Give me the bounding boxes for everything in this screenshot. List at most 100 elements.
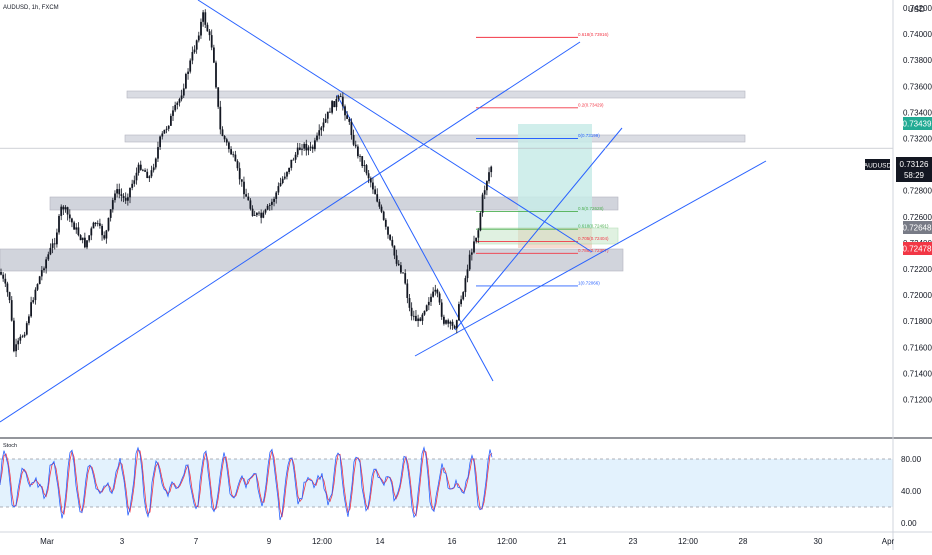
trendline-long-rising[interactable] [0, 41, 581, 423]
candle-body [277, 186, 280, 193]
candle-body [445, 320, 447, 324]
symbol-header: AUDUSD, 1h, FXCM [3, 5, 59, 11]
candle-body [40, 270, 43, 277]
candle-body [273, 198, 275, 202]
last-price-text: 0.73126 [900, 160, 929, 169]
candle-body [361, 156, 364, 166]
candle-body [341, 96, 344, 107]
candle-body [8, 292, 11, 301]
candle-body [406, 283, 409, 298]
stoch-band [0, 459, 893, 507]
time-axis-label: 16 [448, 537, 457, 546]
candle-body [19, 336, 22, 341]
stoch-scale-label: 0.00 [901, 519, 917, 528]
candle-body [23, 334, 26, 337]
candle-body [279, 183, 282, 187]
candle-body [182, 88, 185, 96]
candle-body [129, 187, 131, 198]
candle-body [436, 289, 439, 294]
candle-body [92, 222, 95, 229]
candle-body [202, 12, 204, 22]
candle-body [159, 136, 161, 148]
candle-body [240, 179, 243, 182]
candle-body [354, 144, 357, 147]
candle-body [142, 169, 144, 171]
stop-price-text: 0.72478 [903, 245, 932, 254]
position-target-area[interactable] [518, 124, 592, 228]
candle-body [423, 310, 426, 315]
candle-body [367, 173, 370, 179]
candle-body [301, 148, 303, 150]
price-axis-label: 0.72800 [903, 187, 932, 196]
candle-body [77, 227, 80, 236]
candle-body [30, 302, 32, 317]
candle-body [197, 35, 200, 41]
candle-body [481, 194, 484, 213]
fib-retracement[interactable]: 0.618(0.73916) 0.2(0.73429) 0(0.73199) 0.5(… [476, 32, 609, 287]
trendline-channel-lower[interactable] [414, 160, 767, 357]
candle-body [374, 189, 376, 195]
resistance-zone-upper[interactable] [126, 90, 746, 99]
time-axis-label: 21 [558, 537, 567, 546]
candle-body [38, 276, 41, 284]
candle-body [21, 336, 24, 338]
candle-body [258, 212, 260, 214]
candle-body [51, 243, 54, 248]
time-axis-label: 28 [739, 537, 748, 546]
candle-body [245, 194, 247, 197]
candle-body [172, 110, 174, 116]
trendline-steep-falling[interactable] [336, 94, 494, 382]
candle-body [25, 323, 28, 335]
trendline-falling-resistance[interactable] [197, 0, 593, 253]
candle-body [111, 200, 114, 210]
price-axis-label: 0.71400 [903, 369, 932, 378]
candle-body [62, 206, 65, 210]
resistance-zone-mid[interactable] [124, 134, 746, 143]
price-axis-label: 0.73200 [903, 135, 932, 144]
candle-body [348, 119, 351, 122]
candle-body [208, 31, 211, 36]
candle-body [101, 225, 103, 236]
candle-body [122, 196, 125, 198]
candle-body [425, 305, 428, 311]
time-axis-label: 7 [194, 537, 199, 546]
candle-body [150, 170, 153, 177]
candle-body [262, 212, 265, 218]
candle-body [468, 254, 471, 270]
candle-body [352, 135, 355, 145]
stoch-scale-label: 80.00 [901, 455, 922, 464]
candle-body [2, 274, 5, 279]
candle-body [228, 142, 230, 150]
candle-body [473, 241, 475, 253]
candle-body [359, 156, 361, 157]
candle-body [43, 268, 45, 271]
candle-body [223, 136, 226, 140]
candle-body [271, 201, 273, 205]
candle-body [303, 143, 306, 149]
candle-body [94, 222, 97, 224]
candle-body [15, 344, 17, 352]
candle-body [479, 213, 482, 231]
candle-body [189, 60, 192, 72]
candle-body [389, 234, 391, 240]
candle-body [443, 316, 445, 324]
support-zone-lower[interactable] [0, 248, 624, 272]
price-axis-label: 0.72000 [903, 291, 932, 300]
candle-body [311, 146, 314, 150]
candle-body [294, 154, 297, 160]
candle-body [488, 172, 490, 182]
trendlines[interactable] [0, 0, 767, 423]
candle-body [133, 180, 136, 184]
candle-body [118, 189, 121, 195]
candle-body [451, 321, 454, 326]
time-axis[interactable]: Mar 3 7 9 12:00 14 16 12:00 21 23 12:00 28 30 Apr [40, 537, 894, 546]
candle-body [234, 154, 237, 162]
stoch-scale: 80.00 40.00 0.00 [901, 455, 922, 528]
candle-body [470, 252, 473, 255]
candle-body [458, 304, 460, 321]
candle-body [107, 217, 110, 231]
candle-body [320, 127, 323, 131]
time-axis-label: Mar [40, 537, 54, 546]
trendline-channel-upper[interactable] [454, 127, 623, 331]
